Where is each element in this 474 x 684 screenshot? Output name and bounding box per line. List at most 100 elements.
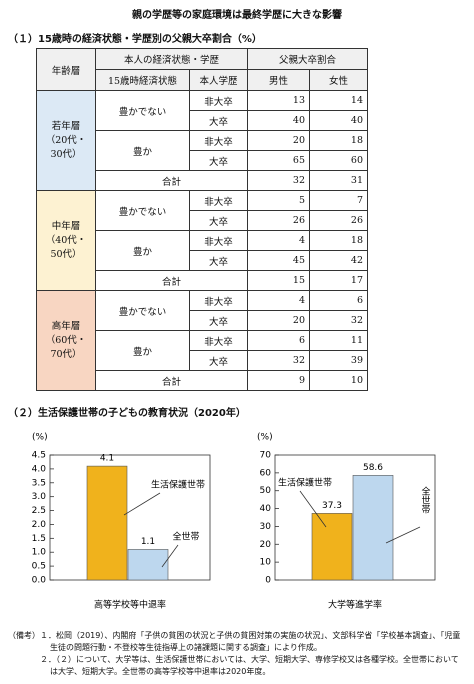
table-cell: 31 (309, 170, 368, 191)
y-unit: (%) (32, 433, 48, 443)
title: 親の学歴等の家庭環境は最終学歴に大きな影響 (132, 10, 342, 21)
table-cell: 10 (309, 370, 368, 391)
table-cell: 非大卒 (189, 230, 248, 251)
table-cell: 大卒 (189, 210, 248, 231)
table-row: 大卒 40 40 (37, 110, 368, 131)
y-tick-label: 3.5 (32, 478, 46, 488)
y-tick-label: 60 (260, 468, 272, 478)
series-label: 生活保護世帯 (278, 477, 332, 489)
table-row: 大卒 20 32 (37, 310, 368, 331)
table-row: 中年層 （40代・ 50代） 豊かでない 非大卒 5 7 (36, 190, 368, 291)
notes-prefix: （備考） (8, 631, 40, 640)
y-tick-label: 3.0 (32, 492, 47, 502)
table-cell: 非大卒 (189, 130, 248, 151)
bar (127, 549, 169, 581)
table-cell: 32 (247, 170, 310, 191)
leader-line (385, 526, 421, 544)
table-cell: 60 (309, 150, 368, 171)
age-label: （60代・ (45, 334, 87, 346)
age-label: 中年層 (51, 220, 81, 232)
table-cell: 39 (309, 350, 368, 371)
table-row: 大卒 26 26 (37, 210, 368, 231)
table-cell: 豊かでない (95, 190, 190, 231)
notes: （備考） １．松岡（2019）、内閣府「子供の貧困の状況と子供の貧困対策の実施の… (8, 630, 466, 678)
bar (86, 465, 128, 581)
table-cell: 合計 (95, 370, 248, 391)
table-cell: 高年層 （60代・ 70代） (36, 290, 96, 391)
note: ２．（２）について、大学等は、生活保護世帯においては、大学、短期大学、専修学校又… (40, 655, 459, 676)
table-cell: 4 (247, 230, 310, 251)
table-cell: 若年層 （20代・ 30代） (36, 90, 96, 191)
table-row: 年齢層 本人の経済状態・学歴 父親大卒割合 (36, 48, 368, 91)
table-cell: 大卒 (189, 110, 248, 131)
table-cell: 本人の経済状態・学歴 (95, 48, 248, 70)
age-label: 若年層 (51, 120, 81, 132)
table-cell: 豊かでない (95, 90, 190, 131)
leader-line (299, 490, 327, 528)
table-cell: 中年層 （40代・ 50代） (36, 190, 96, 291)
table-cell: 豊か (95, 330, 190, 371)
table-cell: 6 (309, 290, 368, 311)
y-tick-label: 50 (260, 486, 272, 496)
table-cell: 26 (247, 210, 310, 231)
bar (311, 513, 353, 581)
table-cell: 15歳時経済状態 (95, 69, 190, 91)
table-cell: 20 (247, 310, 310, 331)
leader-line (123, 492, 161, 516)
y-tick-label: 10 (260, 558, 272, 568)
charts: (%) 0.0 0.5 1.0 1.5 2.0 2.5 3.0 3.5 4.0 4.5 高等学校等中退… (32, 433, 436, 611)
leader-line (161, 544, 179, 568)
table-cell: 9 (247, 370, 310, 391)
table-cell: 非大卒 (189, 190, 248, 211)
table-row: 豊か 非大卒 6 11 (37, 330, 368, 371)
table-cell: 40 (309, 110, 368, 131)
table-cell: 4 (247, 290, 310, 311)
table-cell: 42 (309, 250, 368, 271)
y-tick-label: 40 (260, 504, 272, 514)
table-cell: 20 (247, 130, 310, 151)
y-tick-label: 20 (260, 540, 272, 550)
y-tick-label: 30 (260, 522, 272, 532)
table-cell: 40 (247, 110, 310, 131)
table-cell: 父親大卒割合 (247, 48, 368, 70)
table-row: 合計 15 17 (37, 270, 368, 291)
table-cell: 26 (309, 210, 368, 231)
value-label: 37.3 (322, 501, 342, 511)
table-row: 大卒 65 60 (37, 150, 368, 171)
x-tick-label: 大学等進学率 (328, 599, 382, 611)
table-cell: 6 (247, 330, 310, 351)
table-cell: 大卒 (189, 150, 248, 171)
table-cell: 大卒 (189, 250, 248, 271)
section-title: （１）15歳時の経済状態・学歴別の父親大卒割合（%） (8, 34, 262, 45)
y-tick-label: 1.5 (32, 534, 46, 544)
value-label: 58.6 (363, 463, 383, 473)
table-cell: 14 (309, 90, 368, 111)
table-cell: 18 (309, 130, 368, 151)
age-label: （40代・ (45, 234, 87, 246)
table-cell: 非大卒 (189, 330, 248, 351)
table-row: 大卒 32 39 (37, 350, 368, 371)
table-cell: 45 (247, 250, 310, 271)
table: 年齢層 本人の経済状態・学歴 父親大卒割合 15歳時経済状態 本人学歴 男性 女性 若年層 （2… (36, 48, 368, 391)
table-cell: 15 (247, 270, 310, 291)
table-cell: 18 (309, 230, 368, 251)
age-label: 30代） (50, 148, 82, 160)
table-cell: 本人学歴 (189, 69, 248, 91)
table-cell: 合計 (95, 270, 248, 291)
table-cell: 65 (247, 150, 310, 171)
series-label: 生活保護世帯 (151, 479, 205, 491)
age-label: 高年層 (51, 320, 81, 332)
table-row: 合計 32 31 (37, 170, 368, 191)
y-unit: (%) (257, 433, 273, 443)
table-row: 高年層 （60代・ 70代） 豊かでない 非大卒 4 6 (36, 290, 368, 391)
section-title: （２）生活保護世帯の子どもの教育状況（2020年） (8, 408, 246, 419)
table-cell: 年齢層 (36, 48, 96, 91)
table-cell: 11 (309, 330, 368, 351)
table-cell: 豊か (95, 230, 190, 271)
y-tick-label: 4.5 (32, 451, 46, 461)
y-tick-label: 1.0 (32, 548, 47, 558)
bar (352, 475, 394, 581)
y-tick-label: 0.0 (32, 576, 47, 586)
y-tick-label: 4.0 (32, 464, 47, 474)
